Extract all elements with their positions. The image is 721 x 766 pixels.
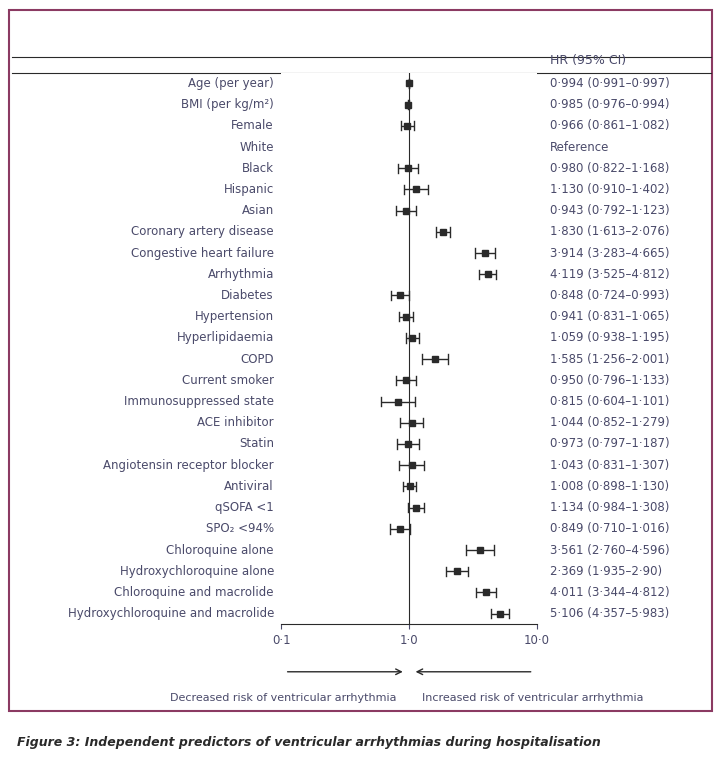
Text: 0·980 (0·822–1·168): 0·980 (0·822–1·168) bbox=[550, 162, 670, 175]
Text: Chloroquine alone: Chloroquine alone bbox=[167, 544, 274, 557]
Text: ACE inhibitor: ACE inhibitor bbox=[198, 416, 274, 429]
Text: Immunosuppressed state: Immunosuppressed state bbox=[124, 395, 274, 408]
Text: SPO₂ <94%: SPO₂ <94% bbox=[206, 522, 274, 535]
Text: 4·119 (3·525–4·812): 4·119 (3·525–4·812) bbox=[550, 268, 670, 281]
Text: 3·561 (2·760–4·596): 3·561 (2·760–4·596) bbox=[550, 544, 670, 557]
Text: 1·134 (0·984–1·308): 1·134 (0·984–1·308) bbox=[550, 501, 670, 514]
Text: 0·966 (0·861–1·082): 0·966 (0·861–1·082) bbox=[550, 119, 670, 133]
Text: Antiviral: Antiviral bbox=[224, 480, 274, 493]
Text: Arrhythmia: Arrhythmia bbox=[208, 268, 274, 281]
Text: Current smoker: Current smoker bbox=[182, 374, 274, 387]
Text: HR (95% CI): HR (95% CI) bbox=[550, 54, 627, 67]
Text: Hyperlipidaemia: Hyperlipidaemia bbox=[177, 332, 274, 345]
Text: 1·059 (0·938–1·195): 1·059 (0·938–1·195) bbox=[550, 332, 670, 345]
Text: Coronary artery disease: Coronary artery disease bbox=[131, 225, 274, 238]
Text: 0·985 (0·976–0·994): 0·985 (0·976–0·994) bbox=[550, 98, 670, 111]
Text: Hispanic: Hispanic bbox=[224, 183, 274, 196]
Text: Hydroxychloroquine alone: Hydroxychloroquine alone bbox=[120, 565, 274, 578]
Text: 1·044 (0·852–1·279): 1·044 (0·852–1·279) bbox=[550, 416, 670, 429]
Text: Female: Female bbox=[231, 119, 274, 133]
Text: 0·950 (0·796–1·133): 0·950 (0·796–1·133) bbox=[550, 374, 670, 387]
Text: COPD: COPD bbox=[240, 352, 274, 365]
Text: qSOFA <1: qSOFA <1 bbox=[216, 501, 274, 514]
Text: 1·130 (0·910–1·402): 1·130 (0·910–1·402) bbox=[550, 183, 670, 196]
Text: 1·585 (1·256–2·001): 1·585 (1·256–2·001) bbox=[550, 352, 670, 365]
Text: Angiotensin receptor blocker: Angiotensin receptor blocker bbox=[103, 459, 274, 472]
Text: BMI (per kg/m²): BMI (per kg/m²) bbox=[181, 98, 274, 111]
Text: 5·106 (4·357–5·983): 5·106 (4·357–5·983) bbox=[550, 607, 669, 620]
Text: Figure 3: Independent predictors of ventricular arrhythmias during hospitalisati: Figure 3: Independent predictors of vent… bbox=[17, 736, 601, 749]
FancyBboxPatch shape bbox=[9, 10, 712, 711]
Text: Hydroxychloroquine and macrolide: Hydroxychloroquine and macrolide bbox=[68, 607, 274, 620]
Text: Statin: Statin bbox=[239, 437, 274, 450]
Text: Diabetes: Diabetes bbox=[221, 289, 274, 302]
Text: Congestive heart failure: Congestive heart failure bbox=[131, 247, 274, 260]
Text: 0·973 (0·797–1·187): 0·973 (0·797–1·187) bbox=[550, 437, 670, 450]
Text: 0·994 (0·991–0·997): 0·994 (0·991–0·997) bbox=[550, 77, 670, 90]
Text: Hypertension: Hypertension bbox=[195, 310, 274, 323]
Text: White: White bbox=[239, 140, 274, 153]
Text: 0·848 (0·724–0·993): 0·848 (0·724–0·993) bbox=[550, 289, 670, 302]
Text: Age (per year): Age (per year) bbox=[188, 77, 274, 90]
Text: 0·849 (0·710–1·016): 0·849 (0·710–1·016) bbox=[550, 522, 670, 535]
Text: Reference: Reference bbox=[550, 140, 609, 153]
Text: 4·011 (3·344–4·812): 4·011 (3·344–4·812) bbox=[550, 586, 670, 599]
Text: 1·008 (0·898–1·130): 1·008 (0·898–1·130) bbox=[550, 480, 669, 493]
Text: 2·369 (1·935–2·90): 2·369 (1·935–2·90) bbox=[550, 565, 663, 578]
Text: 0·943 (0·792–1·123): 0·943 (0·792–1·123) bbox=[550, 205, 670, 217]
Text: Asian: Asian bbox=[242, 205, 274, 217]
Text: 1·830 (1·613–2·076): 1·830 (1·613–2·076) bbox=[550, 225, 670, 238]
Text: 1·043 (0·831–1·307): 1·043 (0·831–1·307) bbox=[550, 459, 669, 472]
Text: Decreased risk of ventricular arrhythmia: Decreased risk of ventricular arrhythmia bbox=[169, 693, 397, 703]
Text: 0·815 (0·604–1·101): 0·815 (0·604–1·101) bbox=[550, 395, 670, 408]
Text: Increased risk of ventricular arrhythmia: Increased risk of ventricular arrhythmia bbox=[423, 693, 644, 703]
Text: Black: Black bbox=[242, 162, 274, 175]
Text: 3·914 (3·283–4·665): 3·914 (3·283–4·665) bbox=[550, 247, 670, 260]
Text: Chloroquine and macrolide: Chloroquine and macrolide bbox=[115, 586, 274, 599]
Text: 0·941 (0·831–1·065): 0·941 (0·831–1·065) bbox=[550, 310, 670, 323]
